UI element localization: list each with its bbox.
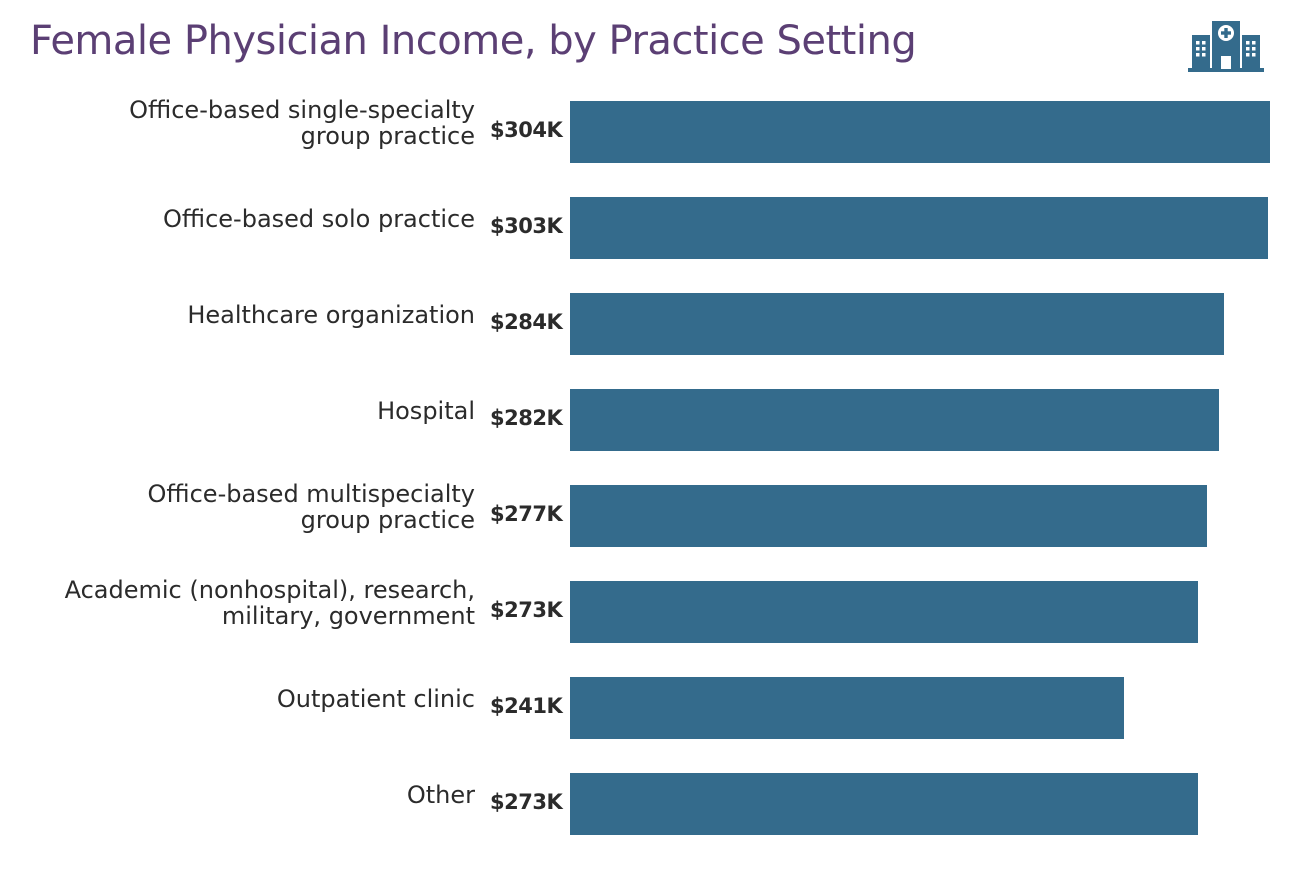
- value-label: $273K: [490, 790, 563, 814]
- bar-row: Healthcare organization $284K: [0, 288, 1290, 355]
- bar-row: Office-based solo practice $303K: [0, 192, 1290, 259]
- value-label: $277K: [490, 502, 563, 526]
- bar-row: Academic (nonhospital), research, milita…: [0, 576, 1290, 643]
- category-label: Academic (nonhospital), research, milita…: [64, 576, 475, 630]
- value-label: $284K: [490, 310, 563, 334]
- category-label: Outpatient clinic: [276, 685, 475, 713]
- value-label: $282K: [490, 406, 563, 430]
- value-label: $303K: [490, 214, 563, 238]
- bar: [570, 485, 1207, 547]
- bar: [570, 773, 1198, 835]
- value-label: $304K: [490, 118, 563, 142]
- bar-row: Office-based single-specialty group prac…: [0, 96, 1290, 163]
- bar: [570, 581, 1198, 643]
- bar-row: Hospital $282K: [0, 384, 1290, 451]
- bar-row: Office-based multispecialty group practi…: [0, 480, 1290, 547]
- category-label: Other: [406, 781, 475, 809]
- bar: [570, 293, 1224, 355]
- category-label: Hospital: [377, 397, 475, 425]
- bar: [570, 677, 1124, 739]
- hospital-building-icon: [1188, 21, 1264, 72]
- bar-row: Outpatient clinic $241K: [0, 672, 1290, 739]
- category-label: Office-based solo practice: [163, 205, 475, 233]
- value-label: $241K: [490, 694, 563, 718]
- bar: [570, 197, 1268, 259]
- category-label: Office-based single-specialty group prac…: [129, 96, 475, 150]
- bar: [570, 389, 1219, 451]
- chart-title: Female Physician Income, by Practice Set…: [30, 18, 917, 64]
- category-label: Office-based multispecialty group practi…: [147, 480, 475, 534]
- value-label: $273K: [490, 598, 563, 622]
- category-label: Healthcare organization: [187, 301, 475, 329]
- bar-row: Other $273K: [0, 768, 1290, 835]
- bar: [570, 101, 1270, 163]
